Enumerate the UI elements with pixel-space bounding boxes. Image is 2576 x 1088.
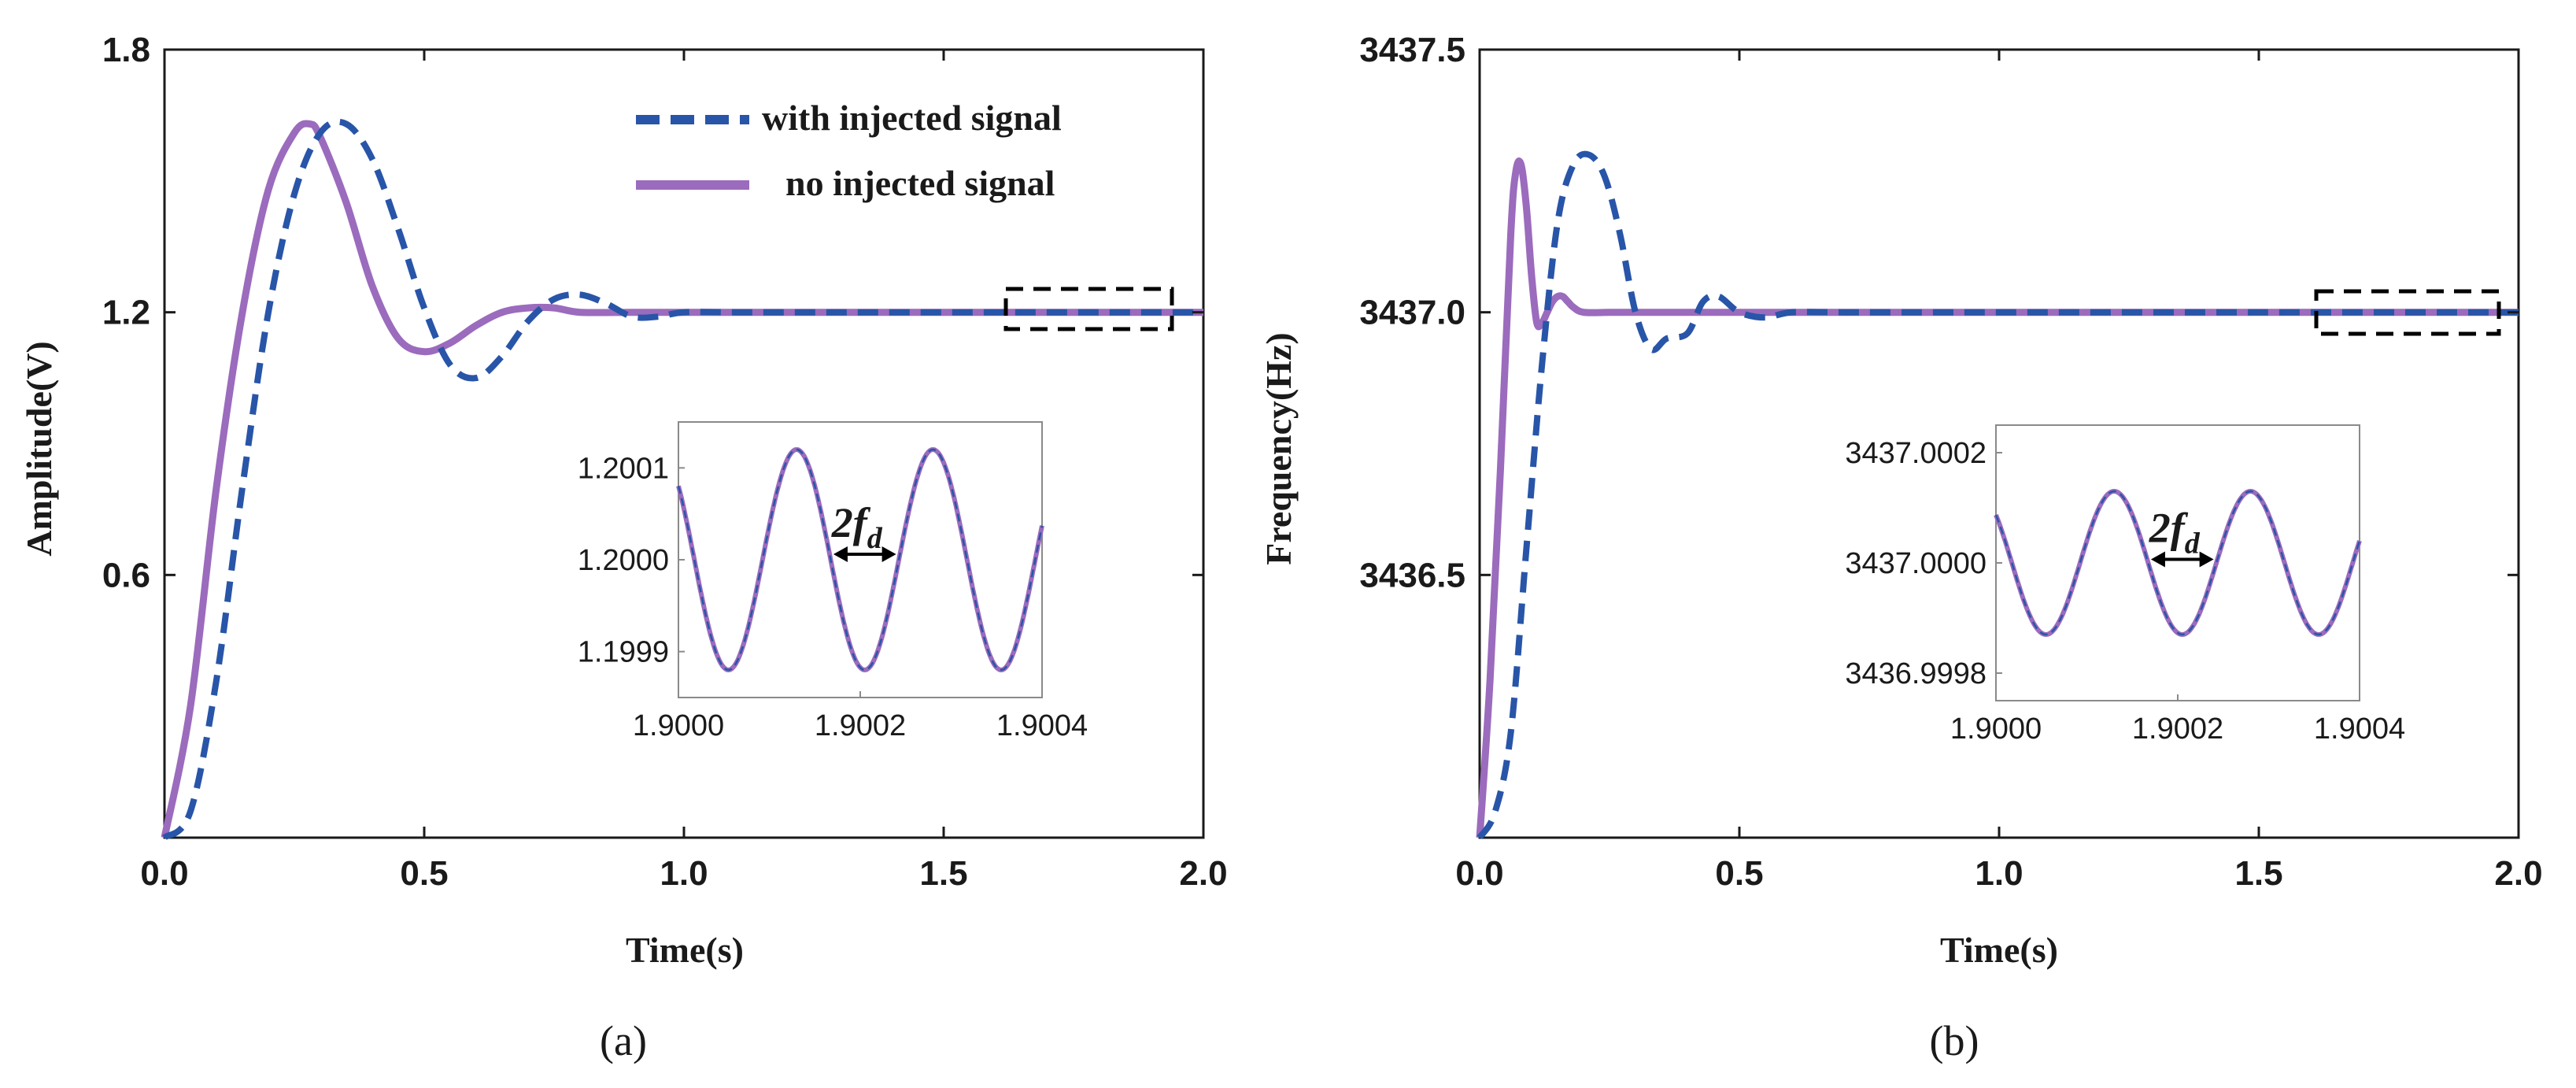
panel-b-inset-y-tick-label: 3437.0002	[1845, 437, 1987, 470]
panel-a-inset-period-arrow	[833, 546, 896, 562]
panel-b-inset-period-arrow	[2150, 551, 2214, 568]
panel-a-chart: 0.0 0.5 1.0 1.5 2.0 0.6 1.2 1.8 Amplitude(V) Ti…	[19, 31, 1228, 1064]
panel-a-y-tick-label: 1.8	[102, 31, 150, 69]
panel-a-inset-x-tick-label: 1.9002	[815, 709, 906, 742]
panel-b-inset-x-tick-label: 1.9000	[1950, 712, 2042, 746]
panel-a-x-axis-label: Time(s)	[626, 930, 744, 970]
panel-a-y-tick-label: 1.2	[102, 294, 150, 332]
panel-b-inset-with-injected	[1994, 490, 2361, 636]
panel-b-inset-x-tick-label: 1.9004	[2314, 712, 2405, 746]
panel-a-x-tick-label: 1.5	[919, 854, 967, 893]
panel-b-inset-x-tick-label: 1.9002	[2132, 712, 2223, 746]
panel-a-inset: 1.1999 1.2000 1.2001 1.9000 1.9002 1.9004 2fd	[578, 421, 1088, 742]
panel-a-x-tick-label: 2.0	[1179, 854, 1227, 893]
panel-b-y-axis-label: Frequency(Hz)	[1258, 332, 1299, 565]
panel-a-y-axis-label: Amplitude(V)	[19, 341, 59, 556]
panel-b-y-tick-label: 3436.5	[1359, 556, 1465, 594]
legend-label-with-injected: with injected signal	[762, 98, 1062, 138]
panel-b-x-tick-label: 1.0	[1975, 854, 2023, 893]
panel-a-x-tick-label: 0.0	[140, 854, 188, 893]
panel-a-inset-with-injected	[677, 448, 1044, 672]
panel-a-zoom-box	[1003, 287, 1174, 331]
panel-b-series-no-injected	[1476, 157, 2519, 838]
panel-a-inset-y-tick-label: 1.1999	[578, 636, 669, 669]
panel-a-inset-y-tick-label: 1.2001	[578, 452, 669, 485]
panel-a-inset-annotation: 2fd	[831, 499, 883, 555]
panel-b-y-tick-label: 3437.5	[1359, 31, 1465, 69]
panel-b-x-tick-label: 2.0	[2494, 854, 2542, 893]
panel-a-x-tick-label: 0.5	[400, 854, 448, 893]
panel-a-inset-y-tick-label: 1.2000	[578, 544, 669, 577]
panel-b-series-with-injected	[1476, 150, 2519, 840]
panel-b-x-tick-label: 1.5	[2234, 854, 2282, 893]
panel-b-inset-annotation: 2fd	[2149, 504, 2201, 560]
panel-b-chart: 0.0 0.5 1.0 1.5 2.0 3436.5 3437.0 3437.5 Freque…	[1258, 31, 2543, 1064]
panel-b-x-axis-label: Time(s)	[1940, 930, 2058, 970]
legend: with injected signal no injected signal	[636, 98, 1062, 203]
panel-a-y-tick-label: 0.6	[102, 556, 150, 594]
panel-b-y-tick-label: 3437.0	[1359, 294, 1465, 332]
panel-a-series-with-injected	[162, 118, 1203, 841]
panel-b-zoom-box	[2314, 289, 2501, 336]
panel-b-x-tick-label: 0.5	[1715, 854, 1763, 893]
panel-b-inset: 3436.9998 3437.0000 3437.0002 1.9000 1.9002 1…	[1845, 424, 2405, 746]
panel-a-inset-x-tick-label: 1.9000	[633, 709, 724, 742]
panel-b-x-tick-label: 0.0	[1455, 854, 1503, 893]
panel-a-x-tick-label: 1.0	[660, 854, 708, 893]
panel-a-label: (a)	[600, 1017, 647, 1064]
legend-label-no-injected: no injected signal	[785, 163, 1055, 203]
panel-b-inset-y-tick-label: 3436.9998	[1845, 657, 1987, 690]
panel-b-label: (b)	[1930, 1017, 1979, 1064]
panel-a-inset-x-tick-label: 1.9004	[996, 709, 1088, 742]
panel-b-inset-y-tick-label: 3437.0000	[1845, 547, 1987, 580]
